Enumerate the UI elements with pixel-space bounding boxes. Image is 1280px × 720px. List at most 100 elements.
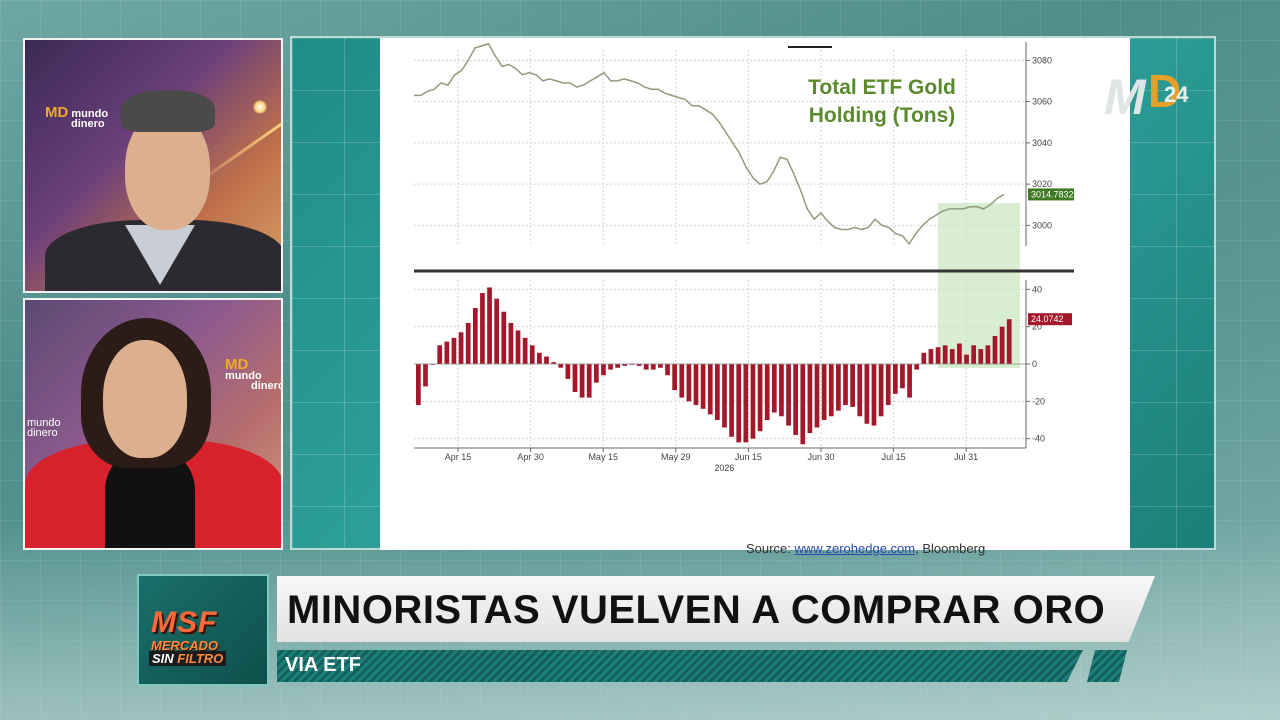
change-bar — [650, 364, 656, 370]
change-bar — [458, 332, 464, 364]
y-tick-label: 40 — [1032, 284, 1042, 294]
change-bar — [593, 364, 599, 383]
change-bar — [572, 364, 578, 392]
change-bar — [786, 364, 791, 426]
change-bar — [615, 364, 621, 368]
change-bar — [864, 364, 870, 424]
change-bar — [964, 354, 969, 364]
holdings-line — [414, 42, 1005, 246]
change-bar — [423, 364, 428, 387]
change-bar — [643, 364, 649, 370]
change-bar — [551, 362, 556, 364]
msf-show-logo: MSF MERCADO SIN FILTRO — [137, 574, 269, 686]
last-value-tag — [1028, 188, 1074, 201]
change-bar — [857, 364, 863, 417]
change-bar — [437, 345, 443, 364]
change-bar — [707, 364, 713, 415]
mundo-dinero-logo: MD mundo dinero — [225, 356, 283, 392]
x-tick-label: Jun 15 — [735, 452, 762, 462]
video-feed-host: MD mundo dinero — [23, 38, 283, 293]
x-tick-label: May 15 — [588, 452, 618, 462]
change-bar — [892, 364, 898, 394]
x-tick-label: Apr 30 — [517, 452, 544, 462]
change-bar — [928, 349, 934, 364]
light-spark — [253, 100, 267, 114]
change-bar — [1006, 319, 1012, 364]
change-bar — [679, 364, 685, 398]
change-bar — [665, 364, 670, 376]
change-bar — [472, 308, 478, 364]
chart-source: Source: www.zerohedge.com, Bloomberg — [746, 541, 986, 556]
change-bar — [800, 364, 806, 445]
change-bar — [757, 364, 763, 432]
change-bar — [522, 337, 528, 364]
change-bar — [622, 364, 628, 366]
change-bar — [821, 364, 827, 420]
change-bar — [793, 364, 799, 435]
x-tick-label: May 29 — [661, 452, 691, 462]
change-bar — [957, 343, 962, 364]
change-bar — [658, 364, 663, 368]
change-bar — [515, 330, 521, 364]
change-bar — [935, 347, 941, 364]
y-tick-label: 20 — [1032, 322, 1042, 332]
y-tick-label: 0 — [1032, 359, 1037, 369]
headline-bar: MINORISTAS VUELVEN A COMPRAR ORO — [277, 576, 1155, 642]
change-bar — [771, 364, 777, 413]
y-tick-label: 3060 — [1032, 97, 1052, 107]
change-bar — [743, 364, 749, 443]
change-bar — [850, 364, 855, 407]
change-bar — [537, 352, 542, 364]
change-bar — [843, 364, 848, 406]
lower-third: MSF MERCADO SIN FILTRO MINORISTAS VUELVE… — [137, 572, 1157, 688]
change-bar — [451, 337, 457, 364]
change-bar — [914, 364, 920, 370]
md24-channel-logo: M D 24 — [1104, 65, 1189, 125]
mundo-dinero-logo-secondary: mundo dinero — [27, 417, 61, 439]
change-bar — [921, 352, 927, 364]
change-bar — [978, 349, 984, 364]
change-bar — [586, 364, 592, 398]
change-bar — [871, 364, 877, 426]
change-bar — [764, 364, 770, 420]
change-bar — [807, 364, 813, 434]
change-bar — [444, 341, 450, 364]
change-bar — [529, 345, 535, 364]
subheadline-bar: VIA ETF — [277, 650, 1083, 682]
headline-text: MINORISTAS VUELVEN A COMPRAR ORO — [287, 588, 1106, 632]
change-bar — [601, 364, 606, 376]
etf-gold-chart: 3080 3060 3040 3020 3000 40 20 0 -20 -40 3014.7832… — [414, 42, 1074, 473]
change-bar — [736, 364, 742, 443]
change-bar — [501, 311, 507, 364]
x-tick-label: Jul 31 — [954, 452, 978, 462]
change-bar — [828, 364, 834, 417]
change-bar — [693, 364, 699, 406]
change-bar — [814, 364, 820, 428]
change-bar — [885, 364, 891, 406]
change-bar — [722, 364, 727, 428]
change-bar — [999, 326, 1005, 364]
mundo-dinero-logo: MD mundo dinero — [45, 104, 109, 130]
chart-slide: 3080 3060 3040 3020 3000 40 20 0 -20 -40 3014.7832… — [380, 38, 1130, 556]
change-bar — [480, 293, 485, 364]
change-bar — [487, 287, 492, 364]
change-bar — [971, 345, 977, 364]
highlight-region — [937, 203, 1020, 368]
change-bar — [750, 364, 756, 439]
change-bar — [729, 364, 734, 437]
change-bar — [949, 349, 955, 364]
change-bar — [565, 364, 571, 379]
subheadline-accent — [1087, 650, 1127, 682]
last-value-label: 3014.7832 — [1031, 189, 1074, 199]
change-bar — [608, 364, 613, 370]
change-bar — [779, 364, 784, 417]
presentation-panel: 3080 3060 3040 3020 3000 40 20 0 -20 -40 3014.7832… — [290, 36, 1216, 556]
x-tick-label: Apr 15 — [445, 452, 472, 462]
y-tick-label: 3000 — [1032, 220, 1052, 230]
change-bar — [465, 322, 471, 364]
x-tick-label: Jun 30 — [807, 452, 834, 462]
last-change-label: 24.0742 — [1031, 314, 1064, 324]
change-bar — [672, 364, 678, 391]
change-bar — [544, 356, 549, 364]
change-bar — [558, 364, 564, 368]
